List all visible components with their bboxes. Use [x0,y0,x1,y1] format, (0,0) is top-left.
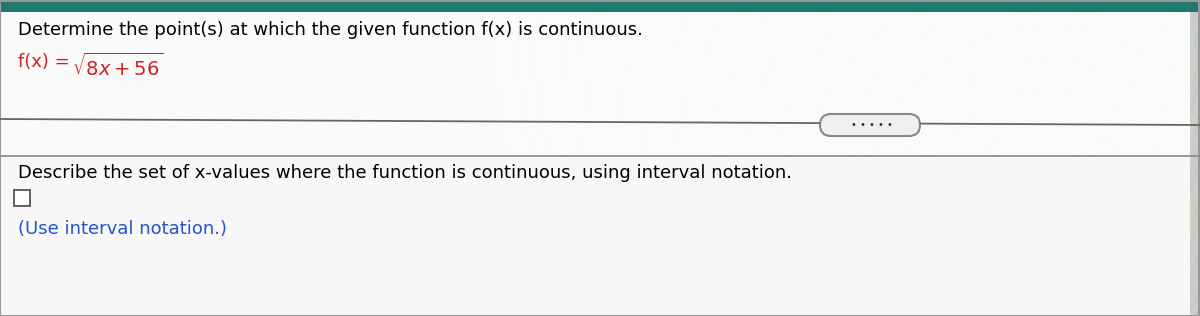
FancyBboxPatch shape [14,190,30,206]
Text: • • • • •: • • • • • [851,120,893,130]
Text: f(x) =: f(x) = [18,53,76,71]
Text: Describe the set of x-values where the function is continuous, using interval no: Describe the set of x-values where the f… [18,164,792,182]
FancyBboxPatch shape [0,12,1190,156]
Text: Determine the point(s) at which the given function f(x) is continuous.: Determine the point(s) at which the give… [18,21,643,39]
Text: $\sqrt{8x+56}$: $\sqrt{8x+56}$ [72,53,163,80]
FancyBboxPatch shape [0,156,1190,316]
Text: (Use interval notation.): (Use interval notation.) [18,220,227,238]
FancyBboxPatch shape [0,0,1200,12]
FancyBboxPatch shape [820,114,920,136]
